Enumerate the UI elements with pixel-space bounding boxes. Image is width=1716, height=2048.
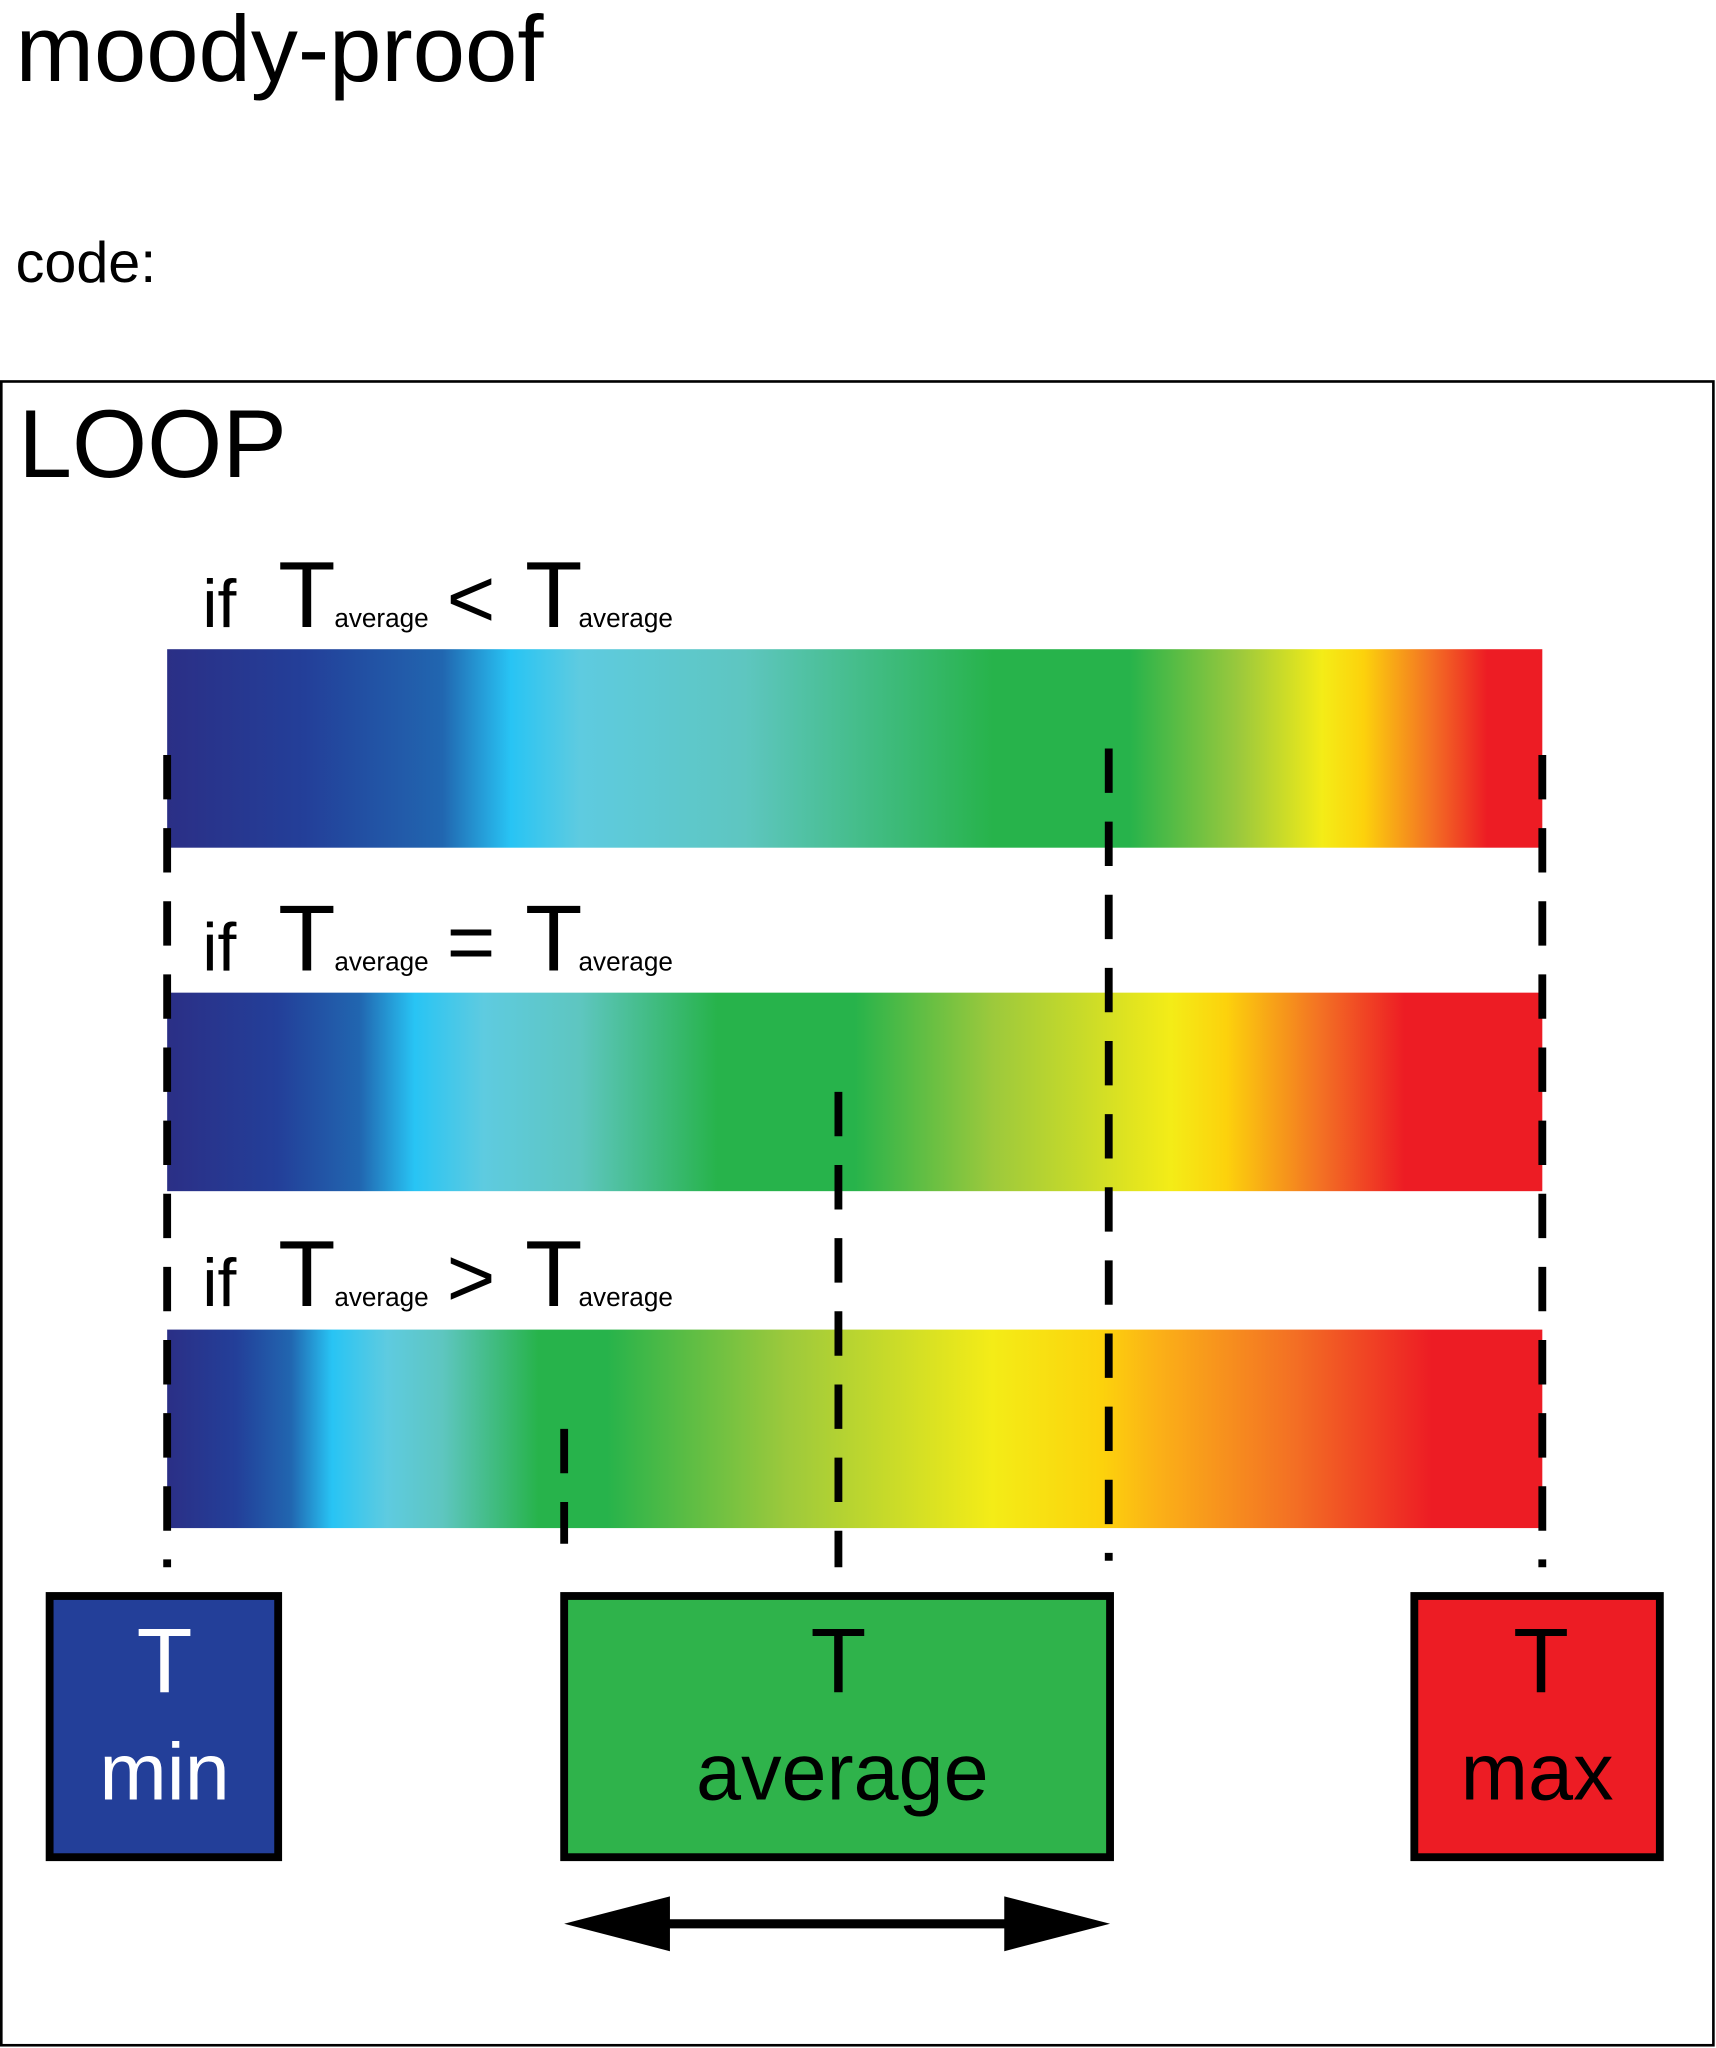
subtitle: code: bbox=[16, 231, 157, 295]
condition-subscript: average bbox=[334, 946, 428, 976]
box-symbol: T bbox=[1513, 1611, 1569, 1713]
box-symbol: T bbox=[137, 1611, 193, 1713]
condition-operator: = bbox=[447, 894, 496, 988]
box-max bbox=[1410, 1592, 1664, 1862]
condition-symbol: T bbox=[278, 885, 335, 990]
box-average bbox=[560, 1592, 1114, 1862]
condition-symbol: T bbox=[525, 542, 582, 647]
condition-subscript: average bbox=[334, 603, 428, 633]
condition-symbol: T bbox=[525, 885, 582, 990]
condition-symbol: T bbox=[278, 542, 335, 647]
condition-operator: > bbox=[447, 1230, 496, 1324]
box-label: max bbox=[1461, 1728, 1614, 1818]
box-symbol: T bbox=[810, 1611, 866, 1713]
box-min bbox=[45, 1592, 283, 1862]
condition-operator: < bbox=[447, 551, 496, 645]
box-label: min bbox=[99, 1728, 229, 1818]
condition-subscript: average bbox=[334, 1282, 428, 1312]
condition-keyword: if bbox=[202, 1246, 236, 1321]
gradient-bar bbox=[167, 649, 1543, 848]
loop-frame bbox=[0, 380, 1715, 2047]
gradient-bar bbox=[167, 992, 1543, 1192]
loop-label: LOOP bbox=[18, 391, 287, 498]
condition-subscript: average bbox=[579, 946, 673, 976]
condition-subscript: average bbox=[579, 1282, 673, 1312]
condition-subscript: average bbox=[579, 603, 673, 633]
double-arrow bbox=[564, 1896, 1111, 1952]
gradient-bar bbox=[167, 1329, 1543, 1529]
condition-symbol: T bbox=[278, 1221, 335, 1326]
condition-keyword: if bbox=[202, 910, 236, 985]
condition-symbol: T bbox=[525, 1221, 582, 1326]
condition-keyword: if bbox=[202, 567, 236, 642]
title: moody-proof bbox=[16, 0, 545, 101]
box-label: average bbox=[696, 1728, 989, 1818]
